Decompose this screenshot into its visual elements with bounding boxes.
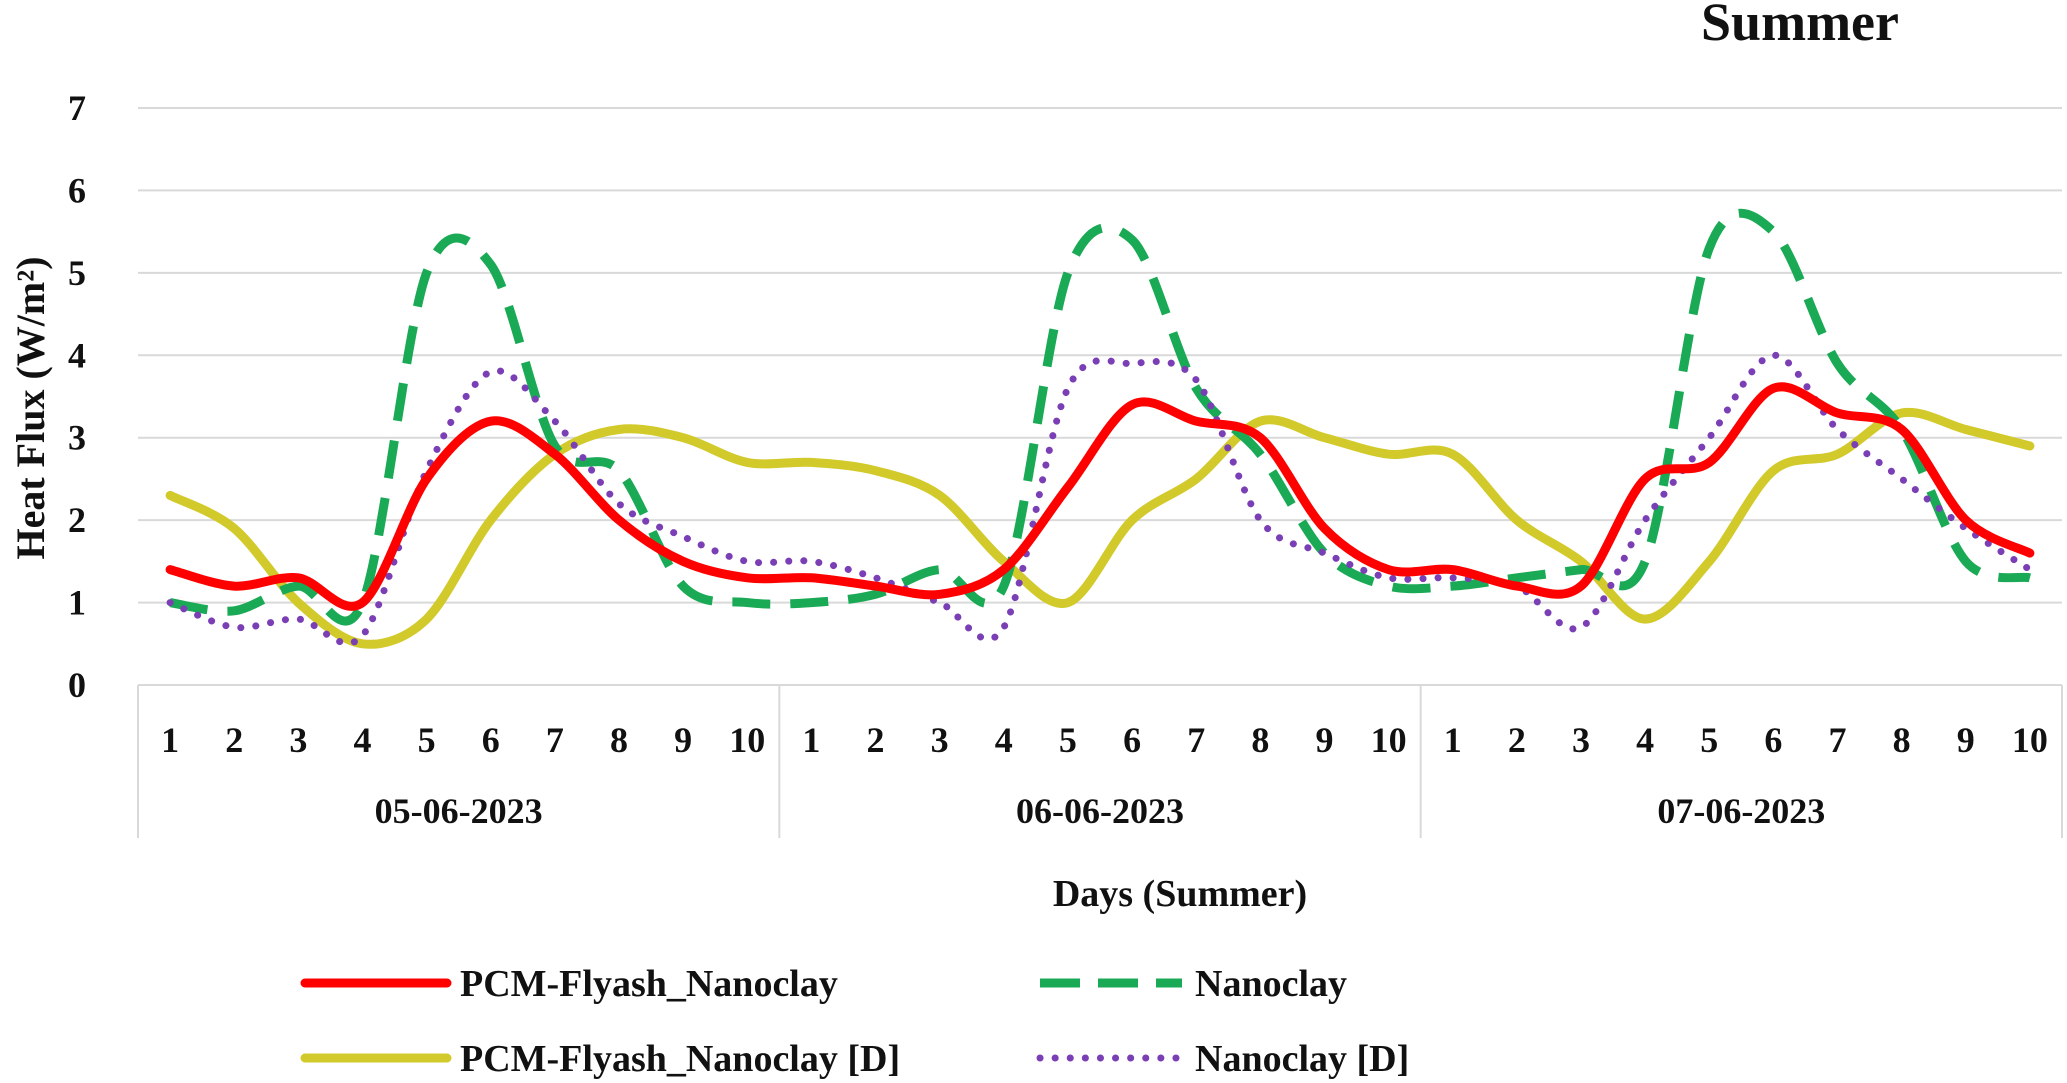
x-tick-label: 10: [729, 720, 765, 760]
x-tick-label: 9: [1315, 720, 1333, 760]
x-tick-label: 1: [802, 720, 820, 760]
y-tick-label: 7: [68, 88, 86, 128]
legend-label: Nanoclay [D]: [1195, 1038, 1409, 1080]
chart-title: Summer: [1701, 0, 1899, 52]
legend: PCM-Flyash_Nanoclay Nanoclay PCM-Flyash_Na…: [300, 963, 1409, 1080]
x-tick-label: 8: [1251, 720, 1269, 760]
x-tick-label: 10: [2012, 720, 2048, 760]
x-tick-label: 7: [1187, 720, 1205, 760]
legend-label: Nanoclay: [1195, 963, 1347, 1005]
gridlines: [138, 107, 2062, 686]
x-tick-label: 7: [1829, 720, 1847, 760]
legend-label: PCM-Flyash_Nanoclay: [460, 963, 838, 1005]
x-tick-label: 8: [610, 720, 628, 760]
x-tick-label: 6: [482, 720, 500, 760]
x-tick-label: 5: [1700, 720, 1718, 760]
x-tick-label: 7: [546, 720, 564, 760]
x-tick-label: 6: [1123, 720, 1141, 760]
date-group-label: 06-06-2023: [1016, 791, 1184, 831]
y-tick-label: 6: [68, 170, 86, 210]
x-tick-label: 2: [867, 720, 885, 760]
series-line-pcm-flyash-nanoclay: [165, 382, 2035, 611]
y-tick-label: 5: [68, 253, 86, 293]
x-tick-label: 2: [1508, 720, 1526, 760]
x-tick-label: 6: [1764, 720, 1782, 760]
x-tick-label: 8: [1893, 720, 1911, 760]
series-line-pcm-flyash-nanoclay-d: [165, 407, 2035, 649]
x-tick-label: 4: [1636, 720, 1654, 760]
y-tick-label: 2: [68, 500, 86, 540]
series-line-nanoclay-d: [166, 351, 2034, 647]
legend-label: PCM-Flyash_Nanoclay [D]: [460, 1038, 900, 1080]
x-tick-label: 3: [1572, 720, 1590, 760]
y-tick-label: 3: [68, 418, 86, 458]
date-group-label: 05-06-2023: [375, 791, 543, 831]
x-tick-label: 4: [353, 720, 371, 760]
y-tick-label: 1: [68, 583, 86, 623]
x-tick-label: 10: [1371, 720, 1407, 760]
x-axis-label: Days (Summer): [1053, 873, 1307, 915]
x-tick-label: 2: [225, 720, 243, 760]
x-tick-label: 4: [995, 720, 1013, 760]
x-axis-table: 1 2 3 4 5 6 7 8 9 10 05-06-2023 1 2 3 4 5 6 7 8 9 10 06-06-20…: [137, 685, 2063, 838]
series-lines: [165, 208, 2035, 649]
x-tick-label: 1: [1444, 720, 1462, 760]
x-tick-label: 3: [931, 720, 949, 760]
date-group-label: 07-06-2023: [1657, 791, 1825, 831]
x-tick-label: 9: [1957, 720, 1975, 760]
y-axis-ticks: 0 1 2 3 4 5 6 7: [68, 88, 86, 705]
y-tick-label: 4: [68, 335, 86, 375]
y-tick-label: 0: [68, 665, 86, 705]
x-tick-label: 9: [674, 720, 692, 760]
x-tick-label: 3: [289, 720, 307, 760]
x-tick-label: 1: [161, 720, 179, 760]
x-tick-label: 5: [418, 720, 436, 760]
x-tick-label: 5: [1059, 720, 1077, 760]
y-axis-label: Heat Flux (W/m²): [8, 256, 53, 559]
series-line-nanoclay: [169, 208, 2032, 626]
